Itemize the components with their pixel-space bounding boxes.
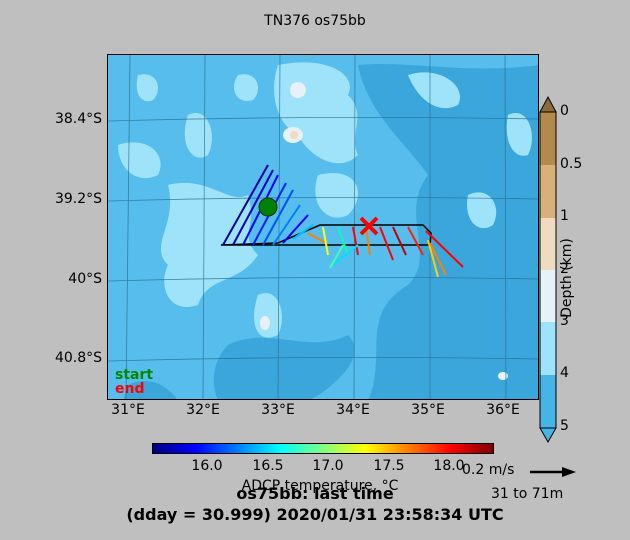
vector-scale-label: 0.2 m/s [462,462,515,478]
temp-tick: 18.0 [433,458,465,474]
depth-tick: 1 [560,208,569,224]
deeper-bathymetry [123,63,538,399]
lon-label: 32°E [186,402,220,418]
lon-label: 34°E [336,402,370,418]
temp-tick: 17.0 [312,458,344,474]
depth-band [540,270,556,322]
depth-tick: 2 [560,261,569,277]
footer-line1: os75bb: last time [236,484,394,503]
map-grid [108,55,538,399]
depth-band [540,375,556,428]
depth-tick: 3 [560,313,569,329]
lat-label: 40°S [68,271,102,287]
plot-title: TN376 os75bb [264,13,366,29]
lon-label: 35°E [411,402,445,418]
depth-tick: 4 [560,365,569,381]
lat-label: 38.4°S [54,111,102,127]
temperature-colorbar [152,443,494,454]
lat-label: 40.8°S [54,350,102,366]
depth-colorbar-top [539,95,557,113]
lat-label: 39.2°S [54,191,102,207]
lon-label: 33°E [261,402,295,418]
depth-range-label: 31 to 71m [491,486,564,502]
map-panel [107,54,539,400]
lon-label: 31°E [111,402,145,418]
end-marker [359,216,379,236]
legend-end: end [115,381,145,397]
start-marker [258,197,278,217]
temperature-label: ADCP temperature, °C [241,478,399,494]
temp-tick: 16.5 [252,458,284,474]
vector-scale-arrow [530,467,576,477]
depth-colorbar [539,95,557,444]
depth-band [540,112,556,165]
temp-tick: 17.5 [373,458,405,474]
depth-band [540,165,556,218]
depth-colorbar-bottom [539,427,557,444]
depth-band [540,322,556,375]
depth-band [540,218,556,270]
footer-line2: (dday = 30.999) 2020/01/31 23:58:34 UTC [126,505,504,524]
depth-tick: 5 [560,418,569,434]
legend-start: start [115,367,154,383]
lon-label: 36°E [486,402,520,418]
temp-tick: 16.0 [191,458,223,474]
depth-axis-label: Depth (km) [559,238,575,318]
depth-tick: 0.5 [560,156,583,172]
bathymetry-map [108,55,538,399]
seamount-peak [290,131,298,139]
depth-tick: 0 [560,103,569,119]
